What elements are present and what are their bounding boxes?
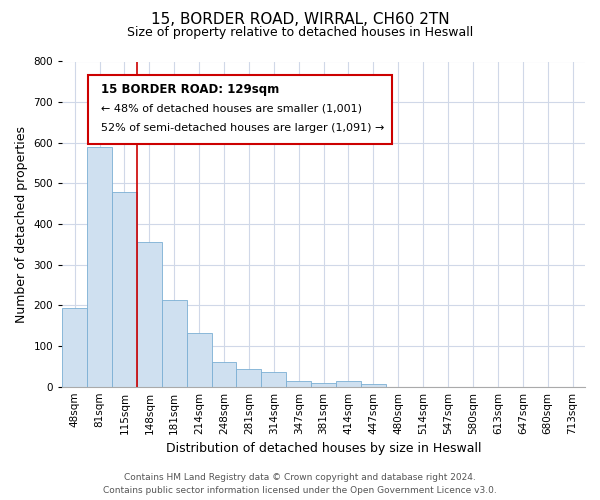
Text: 52% of semi-detached houses are larger (1,091) →: 52% of semi-detached houses are larger (… xyxy=(101,122,385,132)
Bar xyxy=(361,384,386,386)
Bar xyxy=(162,300,187,386)
Text: ← 48% of detached houses are smaller (1,001): ← 48% of detached houses are smaller (1,… xyxy=(101,103,362,113)
Bar xyxy=(311,382,336,386)
Bar xyxy=(62,308,87,386)
Text: 15 BORDER ROAD: 129sqm: 15 BORDER ROAD: 129sqm xyxy=(101,82,280,96)
Text: Size of property relative to detached houses in Heswall: Size of property relative to detached ho… xyxy=(127,26,473,39)
Bar xyxy=(87,147,112,386)
Bar xyxy=(336,382,361,386)
Bar xyxy=(286,380,311,386)
Bar xyxy=(236,369,262,386)
Bar xyxy=(262,372,286,386)
Y-axis label: Number of detached properties: Number of detached properties xyxy=(15,126,28,322)
X-axis label: Distribution of detached houses by size in Heswall: Distribution of detached houses by size … xyxy=(166,442,481,455)
FancyBboxPatch shape xyxy=(88,74,392,144)
Bar xyxy=(137,242,162,386)
Text: Contains HM Land Registry data © Crown copyright and database right 2024.
Contai: Contains HM Land Registry data © Crown c… xyxy=(103,473,497,495)
Text: 15, BORDER ROAD, WIRRAL, CH60 2TN: 15, BORDER ROAD, WIRRAL, CH60 2TN xyxy=(151,12,449,28)
Bar xyxy=(187,332,212,386)
Bar xyxy=(212,362,236,386)
Bar xyxy=(112,192,137,386)
